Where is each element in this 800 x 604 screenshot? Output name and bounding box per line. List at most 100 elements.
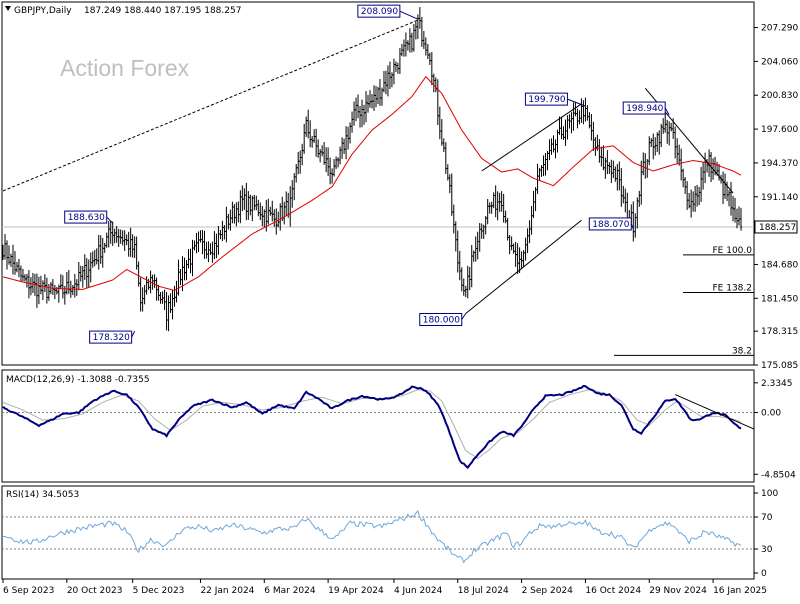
ohlc-bar bbox=[121, 230, 124, 246]
ohlc-bar bbox=[135, 236, 138, 270]
ohlc-bar bbox=[123, 230, 126, 252]
ohlc-bar bbox=[289, 186, 292, 227]
ohlc-bar bbox=[91, 251, 94, 268]
ohlc-bar bbox=[330, 168, 334, 184]
ohlc-bar bbox=[298, 150, 302, 174]
ohlc-bar bbox=[338, 146, 342, 165]
ohlc-bar bbox=[442, 138, 446, 152]
ohlc-bar bbox=[378, 78, 382, 106]
ohlc-bar bbox=[456, 230, 459, 273]
ohlc-bar bbox=[57, 284, 61, 303]
ohlc-bar bbox=[675, 138, 679, 164]
ohlc-bar bbox=[117, 228, 120, 247]
x-axis-label: 16 Oct 2024 bbox=[585, 586, 641, 596]
ohlc-bar bbox=[354, 97, 358, 122]
ohlc-bar bbox=[450, 173, 453, 216]
ohlc-bar bbox=[103, 242, 106, 253]
ohlc-bar bbox=[93, 249, 96, 267]
ohlc-bar bbox=[67, 269, 71, 294]
ohlc-bar bbox=[508, 234, 511, 255]
ohlc-bar bbox=[77, 262, 80, 291]
macd-title: MACD(12,26,9) -1.3088 -0.7355 bbox=[6, 375, 150, 385]
ohlc-bar bbox=[735, 208, 739, 229]
ohlc-bar bbox=[424, 37, 428, 56]
ohlc-bar bbox=[466, 265, 469, 299]
ohlc-bar bbox=[167, 295, 170, 332]
ohlc-bar bbox=[372, 85, 376, 112]
ohlc-bar bbox=[394, 61, 398, 72]
ohlc-bar bbox=[295, 164, 298, 183]
ohlc-bar bbox=[297, 151, 300, 175]
ohlc-bar bbox=[554, 139, 557, 159]
ohlc-bar bbox=[23, 274, 27, 282]
ohlc-bar bbox=[656, 132, 659, 153]
ohlc-bar bbox=[564, 119, 567, 146]
ohlc-bar bbox=[39, 275, 43, 295]
ohlc-bar bbox=[620, 168, 623, 207]
ohlc-bar bbox=[388, 61, 392, 89]
ohlc-bar bbox=[610, 159, 613, 183]
ohlc-bar bbox=[673, 126, 677, 159]
ohlc-bar bbox=[524, 237, 527, 261]
ohlc-bar bbox=[386, 65, 390, 97]
ohlc-bar bbox=[203, 230, 206, 260]
symbol-label: GBPJPY,Daily bbox=[14, 6, 72, 16]
ohlc-bar bbox=[187, 249, 190, 269]
ohlc-bar bbox=[183, 257, 186, 281]
moving-average-line bbox=[2, 75, 742, 291]
ohlc-bar bbox=[548, 139, 551, 161]
price-annotation-label: 198.940 bbox=[626, 104, 663, 114]
ohlc-bar bbox=[163, 289, 166, 311]
ohlc-bar bbox=[590, 114, 593, 141]
ohlc-bar bbox=[129, 227, 132, 257]
price-axis-label: 200.830 bbox=[761, 91, 798, 101]
ohlc-bar bbox=[496, 191, 499, 221]
ohlc-bar bbox=[703, 152, 707, 184]
ohlc-bar bbox=[316, 139, 320, 158]
ohlc-bar bbox=[408, 28, 412, 53]
ohlc-bar bbox=[566, 115, 569, 140]
ohlc-bar bbox=[572, 102, 575, 131]
ohlc-bar bbox=[336, 157, 340, 168]
ohlc-bar bbox=[650, 138, 653, 147]
price-annotation-label: 199.790 bbox=[528, 95, 565, 105]
ohlc-bar bbox=[691, 191, 695, 212]
ohlc-bar bbox=[332, 159, 336, 177]
ohlc-bar bbox=[273, 209, 276, 227]
ohlc-bar bbox=[59, 274, 63, 290]
ohlc-bar bbox=[458, 250, 461, 281]
ohlc-bar bbox=[340, 137, 344, 159]
ohlc-bar bbox=[179, 268, 182, 286]
ohlc-bar bbox=[636, 197, 639, 229]
ohlc-bar bbox=[107, 220, 110, 248]
ohlc-bar bbox=[570, 112, 573, 134]
ohlc-bar bbox=[582, 100, 585, 125]
ohlc-bar bbox=[213, 231, 216, 260]
ohlc-bar bbox=[364, 91, 368, 123]
ohlc-bar bbox=[638, 190, 641, 207]
ohlc-bar bbox=[191, 239, 194, 277]
ohlc-bar bbox=[197, 231, 200, 253]
ohlc-bar bbox=[356, 94, 360, 119]
trendline bbox=[465, 219, 582, 314]
ohlc-bar bbox=[324, 147, 328, 173]
macd-trendline bbox=[674, 394, 755, 430]
ohlc-bar bbox=[540, 165, 543, 177]
ohlc-bar bbox=[3, 234, 7, 260]
ohlc-bar bbox=[358, 105, 362, 128]
ohlc-bar bbox=[606, 150, 609, 175]
ohlc-bar bbox=[99, 235, 102, 264]
ohlc-bar bbox=[271, 200, 274, 222]
ohlc-bar bbox=[428, 52, 432, 65]
price-axis-label: 178.315 bbox=[761, 327, 798, 337]
ohlc-bar bbox=[494, 185, 497, 218]
ohlc-bar bbox=[253, 194, 256, 211]
ohlc-bar bbox=[685, 181, 689, 210]
ohlc-label: 187.249 188.440 187.195 188.257 bbox=[84, 6, 241, 16]
ohlc-bar bbox=[679, 148, 683, 181]
ohlc-bar bbox=[404, 32, 408, 57]
ohlc-bar bbox=[723, 173, 727, 199]
current-price-tag bbox=[754, 220, 798, 234]
